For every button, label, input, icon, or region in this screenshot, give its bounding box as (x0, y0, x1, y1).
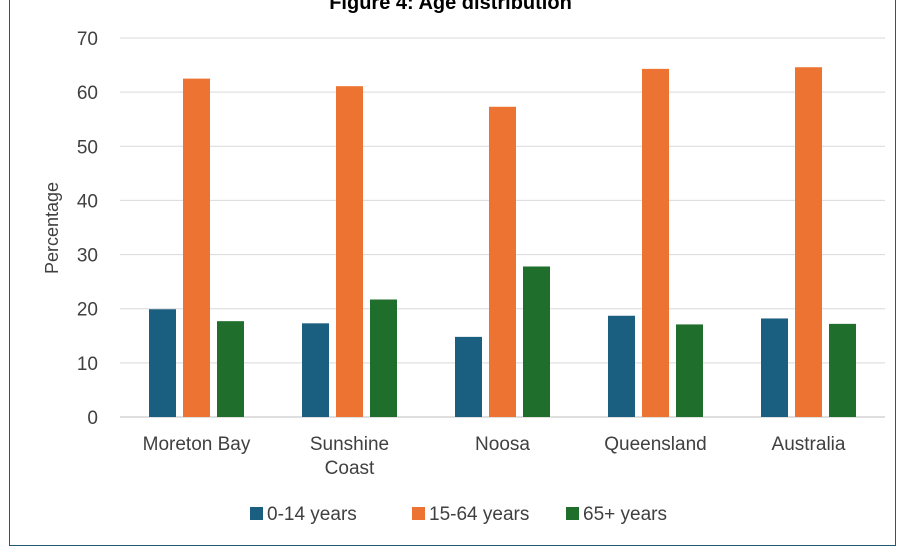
y-tick-label: 30 (77, 246, 98, 267)
bar (608, 315, 635, 417)
legend-label: 15-64 years (429, 504, 529, 525)
bar (829, 323, 856, 417)
bar (336, 86, 363, 418)
x-category-label: Australia (772, 434, 846, 455)
legend-label: 65+ years (583, 504, 667, 525)
bar (302, 323, 329, 417)
bars (149, 67, 856, 418)
bar (149, 309, 176, 417)
bar (183, 78, 210, 417)
legend-swatch (566, 507, 579, 520)
bar (523, 266, 550, 417)
legend-label: 0-14 years (267, 504, 357, 525)
y-tick-label: 50 (77, 137, 98, 158)
chart-title: Figure 4: Age distribution (329, 0, 572, 14)
bar (761, 318, 788, 417)
bar (642, 68, 669, 418)
x-category-label: Noosa (475, 434, 530, 455)
chart-frame (9, 0, 896, 546)
bar (676, 324, 703, 417)
y-tick-label: 20 (77, 300, 98, 321)
y-tick-label: 10 (77, 354, 98, 375)
x-category-label: Sunshine Coast (310, 434, 389, 479)
y-axis-ticks: 0 10 20 30 40 50 60 70 (77, 29, 98, 429)
y-tick-label: 40 (77, 191, 98, 212)
x-category-label: Queensland (604, 434, 706, 455)
bar (489, 106, 516, 418)
y-tick-label: 0 (87, 408, 98, 429)
bar (795, 67, 822, 417)
bar (217, 321, 244, 417)
legend-swatch (412, 507, 425, 520)
legend-item: 15-64 years (412, 504, 529, 525)
y-tick-label: 70 (77, 29, 98, 50)
legend: 0-14 years 15-64 years 65+ years (250, 504, 667, 525)
legend-swatch (250, 507, 263, 520)
y-axis-label: Percentage (42, 182, 62, 274)
bar (370, 299, 397, 417)
y-tick-label: 60 (77, 83, 98, 104)
x-axis-categories: Moreton Bay Sunshine Coast Noosa Queensland A… (143, 434, 846, 479)
x-category-label: Moreton Bay (143, 434, 251, 455)
legend-item: 65+ years (566, 504, 667, 525)
bar (455, 336, 482, 417)
legend-item: 0-14 years (250, 504, 357, 525)
